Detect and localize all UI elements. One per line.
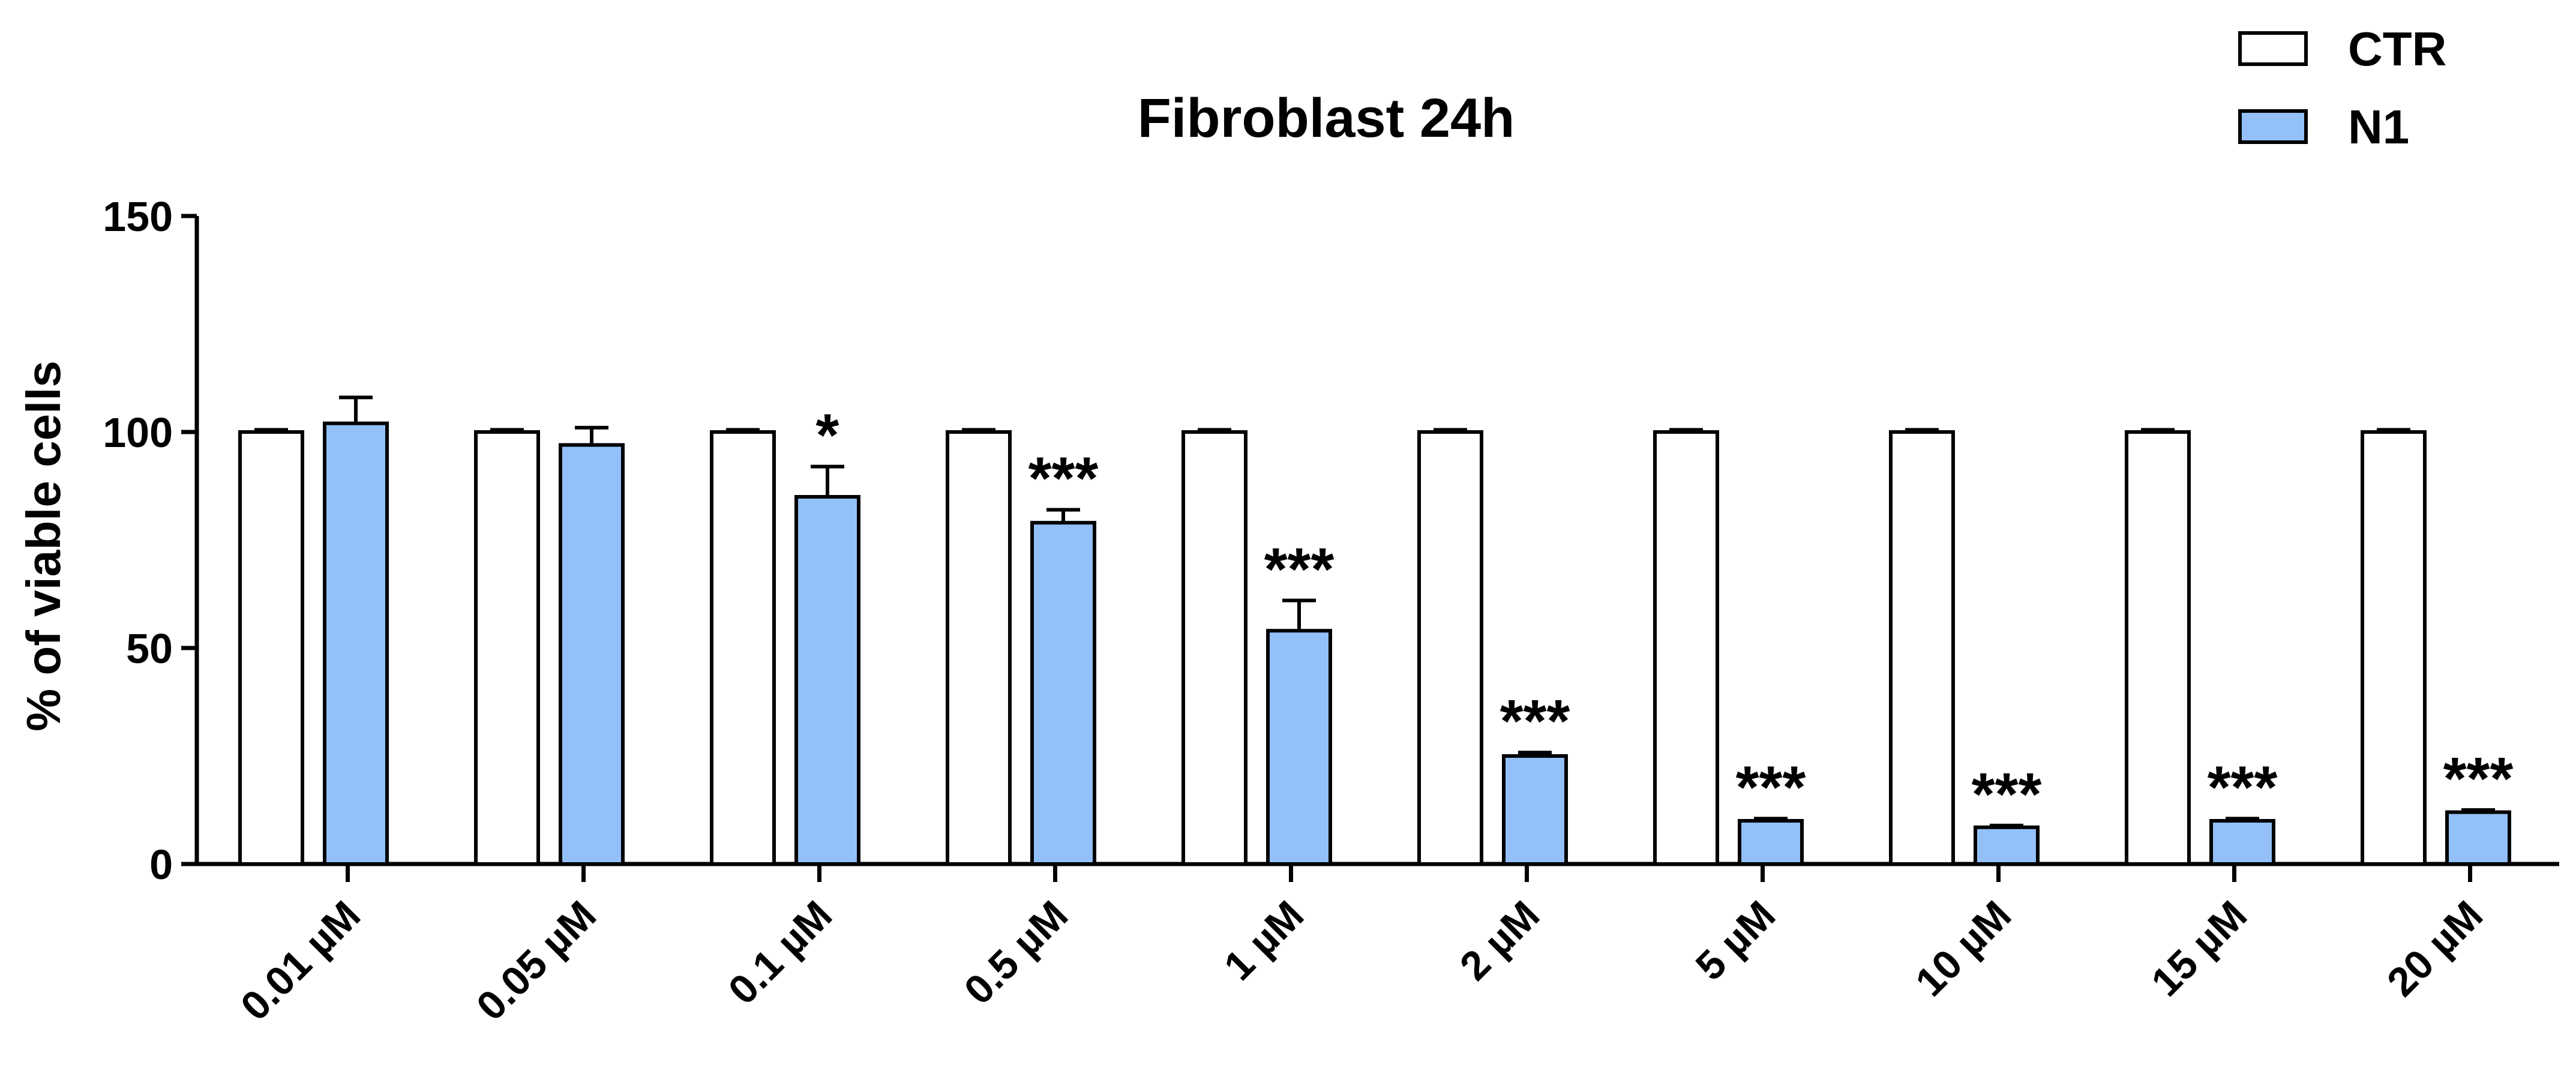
bar-ctr <box>946 430 1012 866</box>
bar-ctr <box>2125 430 2191 866</box>
bar-ctr <box>1181 430 1247 866</box>
significance-label: *** <box>1736 754 1806 821</box>
chart-title: Fibroblast 24h <box>1138 88 1515 149</box>
bar-n1 <box>323 421 389 866</box>
significance-label: *** <box>1972 761 2042 828</box>
y-axis-ticks: 0 50 100 150 <box>103 193 197 888</box>
bar-ctr <box>710 430 776 866</box>
bar-n1 <box>1266 629 1332 866</box>
x-tick-label: 10 µM <box>1907 892 2020 1005</box>
significance-label: *** <box>2208 754 2278 821</box>
x-tick-label: 2 µM <box>1451 892 1548 989</box>
axes <box>194 216 2559 866</box>
bar-n1 <box>2445 810 2511 866</box>
legend: CTR N1 <box>2238 22 2446 154</box>
legend-swatch-n1 <box>2238 109 2308 144</box>
x-tick-label: 15 µM <box>2143 892 2256 1005</box>
significance-markers: ************* *** *** *** <box>816 402 2514 828</box>
bar-n1 <box>1738 819 1804 866</box>
y-tick-label: 100 <box>103 409 173 456</box>
y-axis-label: % of viable cells <box>17 361 70 731</box>
x-tick-label: 5 µM <box>1687 892 1784 989</box>
bar-ctr <box>2361 430 2427 866</box>
bar-n1 <box>1502 754 1568 866</box>
bar-ctr <box>1889 430 1955 866</box>
x-tick-label: 0.01 µM <box>232 892 369 1029</box>
bar-n1 <box>794 495 860 866</box>
bar-ctr <box>474 430 540 866</box>
x-tick-label: 1 µM <box>1215 892 1312 989</box>
bar-n1 <box>1974 825 2040 866</box>
x-axis-ticks: 0.01 µM 0.05 µM 0.1 µM 0.5 µM 1 µM 2 µM 5 µM 10… <box>232 864 2491 1029</box>
legend-label-ctr: CTR <box>2348 22 2446 76</box>
bar-ctr <box>1417 430 1483 866</box>
y-tick-label: 0 <box>149 841 173 888</box>
bar-n1 <box>559 443 625 866</box>
legend-label-n1: N1 <box>2348 100 2409 154</box>
bar-ctr <box>1653 430 1719 866</box>
y-tick-label: 150 <box>103 193 173 240</box>
x-tick-label: 0.05 µM <box>468 892 605 1029</box>
significance-label: *** <box>1264 536 1335 603</box>
x-tick-label: 20 µM <box>2379 892 2491 1005</box>
significance-label: * <box>816 402 839 469</box>
x-tick-label: 0.5 µM <box>955 892 1076 1013</box>
y-tick-label: 50 <box>126 625 173 672</box>
x-tick-label: 0.1 µM <box>719 892 841 1013</box>
bars <box>238 395 2511 866</box>
bar-ctr <box>238 430 304 866</box>
bar-n1 <box>2209 819 2275 866</box>
significance-label: *** <box>1028 445 1099 512</box>
bar-n1 <box>1030 521 1096 866</box>
significance-label: *** <box>2443 745 2514 812</box>
significance-label: *** <box>1500 688 1570 755</box>
legend-swatch-ctr <box>2238 31 2308 66</box>
